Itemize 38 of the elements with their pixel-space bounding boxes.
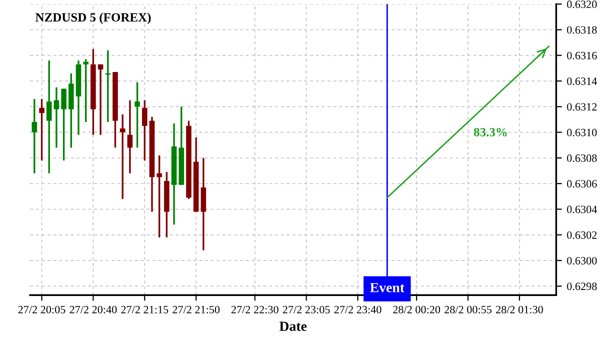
- x-tick-label: 27/2 21:50: [172, 306, 220, 314]
- y-tick-label: 0.6308: [567, 154, 597, 162]
- candlestick: [32, 98, 38, 174]
- candlestick: [98, 64, 104, 136]
- x-tick-label: 27/2 23:05: [282, 306, 330, 314]
- x-tick-label: 27/2 23:40: [334, 306, 382, 314]
- y-tick-label: 0.6312: [567, 103, 597, 111]
- candlestick: [127, 99, 133, 174]
- candlestick: [156, 154, 162, 238]
- y-tick-label: 0.6310: [567, 128, 597, 136]
- annotation: 83.3%: [474, 128, 507, 136]
- x-tick-label: 27/2 20:40: [70, 306, 117, 314]
- candlestick: [61, 88, 66, 162]
- candlestick: [46, 60, 52, 174]
- x-tick-label: 27/2 22:30: [231, 306, 278, 314]
- x-axis-title: Date: [279, 322, 307, 331]
- y-tick-label: 0.6298: [567, 282, 597, 290]
- y-tick-label: 0.6316: [567, 52, 597, 60]
- y-tick-label: 0.6306: [567, 180, 597, 188]
- candlestick: [54, 86, 60, 149]
- candlestick: [39, 98, 44, 162]
- x-tick-label: 27/2 20:05: [18, 306, 66, 314]
- candlestick: [142, 99, 148, 162]
- text: NZDUSD 5 (FOREX): [36, 12, 151, 24]
- y-tick-label: 0.6318: [567, 26, 597, 34]
- candlestick: [120, 114, 126, 200]
- x-tick-label: 28/2 01:30: [496, 306, 543, 314]
- candlestick: [83, 58, 88, 123]
- x-tick-label: 27/2 21:15: [121, 306, 168, 314]
- x-tick-label: 28/2 00:20: [393, 306, 440, 314]
- y-tick-label: 0.6300: [567, 256, 597, 265]
- candlestick: [134, 81, 140, 149]
- y-tick-label: 0.6314: [567, 77, 597, 86]
- x-tick-label: 28/2 00:55: [444, 306, 492, 314]
- y-tick-label: 0.6320: [567, 0, 597, 8]
- ref-line-label: Event: [370, 283, 404, 292]
- y-tick-label: 0.6304: [567, 206, 597, 214]
- y-tick-label: 0.6302: [567, 231, 597, 239]
